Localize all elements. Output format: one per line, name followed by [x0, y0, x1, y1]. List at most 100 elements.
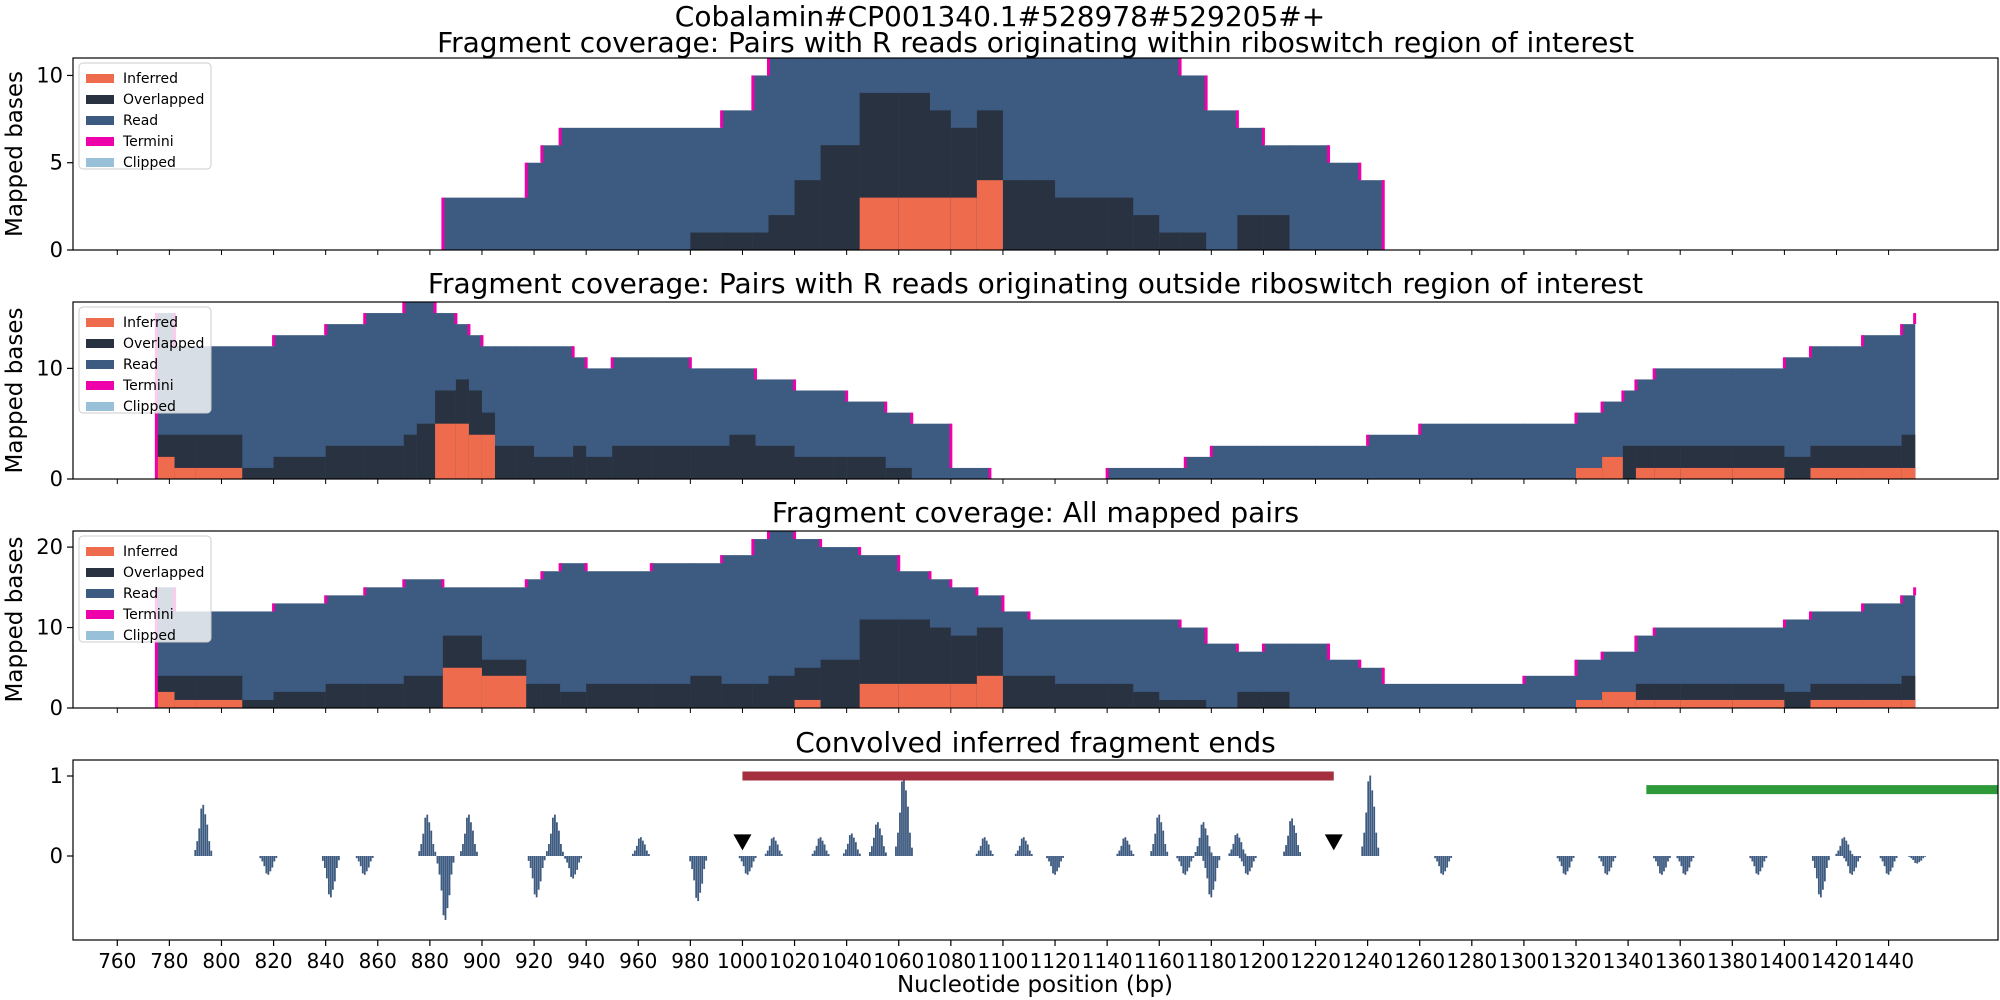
- overlapped-step: [820, 145, 861, 250]
- inferred-end-bar: [367, 856, 370, 868]
- overlapped-step: [416, 423, 436, 479]
- inferred-end-bar: [470, 822, 472, 856]
- inferred-end-bar: [1062, 856, 1064, 858]
- inferred-end-bar: [977, 850, 980, 856]
- inferred-end-bar: [325, 856, 328, 879]
- inferred-end-bar: [1240, 842, 1243, 856]
- x-tick-label: 1340: [1603, 949, 1654, 973]
- inferred-end-bar: [1847, 856, 1850, 867]
- inferred-end-bar: [1908, 856, 1911, 857]
- inferred-end-bar: [208, 841, 211, 856]
- inferred-end-bar: [1216, 856, 1219, 868]
- inferred-end-bar: [901, 781, 903, 856]
- inferred-end-bar: [1558, 856, 1561, 862]
- inferred-end-bar: [1048, 856, 1050, 862]
- inferred-end-bar: [1238, 837, 1241, 856]
- inferred-end-bar: [363, 856, 366, 875]
- y-tick-label: 1: [50, 764, 63, 788]
- inferred-end-bar: [1442, 856, 1445, 875]
- inferred-end-bar: [271, 856, 274, 868]
- inferred-end-bar: [1602, 856, 1605, 867]
- inferred-end-bar: [543, 856, 546, 861]
- inferred-end-bar: [1028, 850, 1031, 856]
- inferred-end-bar: [699, 856, 702, 893]
- inferred-end-bar: [1026, 844, 1029, 856]
- y-tick-label: 0: [50, 238, 63, 262]
- inferred-end-bar: [1244, 856, 1247, 874]
- inferred-step: [174, 699, 197, 708]
- inferred-step: [481, 434, 496, 479]
- inferred-end-bar: [1375, 832, 1378, 856]
- inferred-end-bar: [1564, 856, 1567, 875]
- inferred-end-bar: [1369, 775, 1372, 856]
- inferred-step: [898, 683, 931, 708]
- inferred-step: [859, 197, 900, 250]
- read-step: [560, 563, 587, 708]
- inferred-end-bar: [361, 856, 364, 874]
- position-marker: [1324, 834, 1343, 851]
- inferred-end-bar: [1893, 856, 1896, 862]
- overlapped-step: [1028, 675, 1056, 708]
- inferred-end-bar: [1182, 856, 1185, 874]
- inferred-step: [1680, 699, 1733, 708]
- inferred-end-bar: [550, 833, 552, 856]
- inferred-end-bar: [333, 856, 336, 882]
- inferred-end-bar: [985, 840, 988, 856]
- inferred-end-bar: [983, 837, 986, 856]
- inferred-end-bar: [905, 790, 907, 856]
- inferred-end-bar: [1054, 856, 1056, 875]
- inferred-step: [455, 423, 470, 479]
- inferred-end-bar: [1178, 856, 1181, 862]
- x-tick-label: 1280: [1446, 949, 1497, 973]
- inferred-end-bar: [705, 856, 708, 861]
- inferred-end-bar: [198, 828, 201, 856]
- overlapped-step: [820, 659, 861, 708]
- overlapped-step: [885, 467, 913, 479]
- read-step: [950, 467, 991, 479]
- inferred-end-bar: [560, 844, 562, 856]
- read-step: [1185, 456, 1212, 479]
- overlapped-step: [690, 445, 731, 479]
- inferred-end-bar: [774, 840, 777, 856]
- x-tick-label: 1100: [977, 949, 1028, 973]
- panel-title: Convolved inferred fragment ends: [795, 726, 1276, 759]
- inferred-end-bar: [1918, 856, 1921, 863]
- inferred-end-bar: [335, 856, 338, 868]
- inferred-end-bar: [633, 850, 636, 856]
- read-step: [1180, 75, 1207, 250]
- overlapped-step: [1159, 232, 1181, 250]
- inferred-end-bar: [1853, 856, 1856, 872]
- inferred-end-bar: [1204, 856, 1207, 868]
- inferred-end-bar: [1678, 856, 1681, 862]
- inferred-end-bar: [772, 837, 775, 856]
- read-step: [1432, 683, 1525, 708]
- inferred-step: [174, 467, 197, 479]
- read-step: [1180, 627, 1207, 708]
- inferred-end-bar: [1438, 856, 1441, 867]
- inferred-end-bar: [430, 830, 433, 856]
- inferred-end-bar: [748, 856, 751, 872]
- inferred-end-bar: [442, 856, 445, 916]
- inferred-end-bar: [641, 840, 644, 856]
- read-step: [526, 162, 543, 250]
- inferred-end-bar: [844, 849, 847, 856]
- inferred-end-bar: [1210, 852, 1213, 856]
- inferred-end-bar: [897, 832, 899, 856]
- inferred-end-bar: [1160, 822, 1163, 856]
- inferred-end-bar: [1849, 850, 1852, 856]
- inferred-step: [859, 683, 900, 708]
- y-tick-label: 0: [50, 696, 63, 720]
- overlapped-step: [794, 180, 822, 250]
- inferred-end-bar: [1562, 856, 1565, 874]
- read-step: [1383, 683, 1434, 708]
- axes-frame: [72, 57, 1999, 251]
- inferred-end-bar: [854, 842, 857, 856]
- x-tick-label: 1260: [1394, 949, 1445, 973]
- inferred-end-bar: [261, 856, 264, 862]
- legend-swatch-termini: [86, 610, 114, 619]
- overlapped-step: [1002, 675, 1030, 708]
- inferred-end-bar: [770, 838, 773, 856]
- inferred-end-bar: [989, 850, 992, 856]
- inferred-end-bar: [446, 856, 449, 909]
- inferred-end-bar: [1208, 846, 1211, 856]
